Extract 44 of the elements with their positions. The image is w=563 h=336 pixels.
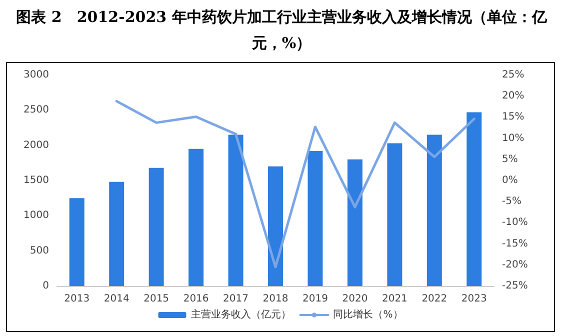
y2-tick-label: 5% [502, 154, 518, 165]
legend-label: 同比增长（%） [333, 308, 403, 320]
y-tick-label: 1500 [24, 175, 49, 186]
x-tick-label: 2013 [64, 294, 90, 304]
bar [188, 148, 204, 286]
bar [347, 159, 362, 286]
y-tick-label: 500 [30, 245, 49, 256]
x-tick-label: 2023 [461, 294, 487, 304]
y-tick-label: 1000 [24, 210, 49, 222]
y-tick-label: 3000 [24, 70, 49, 80]
y-tick-label: 0 [42, 280, 49, 292]
bar [148, 168, 164, 286]
y2-tick-label: 25% [502, 70, 524, 80]
x-tick-label: 2017 [223, 294, 248, 304]
y-tick-label: 2000 [24, 140, 49, 151]
x-tick-label: 2015 [144, 294, 170, 304]
y2-tick-label: -20% [502, 259, 528, 270]
y2-tick-label: 0% [502, 175, 518, 186]
y2-tick-label: -15% [502, 238, 528, 250]
y2-tick-label: 15% [502, 112, 524, 123]
x-tick-label: 2018 [262, 294, 288, 304]
x-tick-label: 2020 [342, 294, 368, 304]
y2-tick-label: 20% [502, 90, 524, 102]
x-tick-label: 2021 [382, 294, 408, 304]
x-tick-label: 2014 [104, 294, 130, 304]
bar [69, 198, 84, 286]
bar [228, 134, 244, 286]
x-tick-label: 2022 [422, 294, 448, 304]
y2-tick-label: -10% [502, 217, 528, 228]
x-tick-label: 2016 [183, 294, 209, 304]
y2-tick-label: -5% [502, 196, 522, 208]
bar [426, 134, 442, 286]
bar [466, 112, 482, 286]
x-tick-label: 2019 [302, 294, 328, 304]
y2-tick-label: 10% [502, 132, 524, 144]
bar [387, 143, 402, 286]
y-tick-label: 2500 [24, 104, 49, 116]
y2-tick-label: -25% [502, 280, 528, 292]
line-series [115, 100, 476, 268]
bar [109, 182, 124, 286]
chart-title: 图表 2 2012-2023 年中药饮片加工行业主营业务收入及增长情况（单位：亿元，%） [15, 7, 548, 54]
bar [308, 150, 323, 286]
bar [268, 166, 283, 286]
legend-label: 主营业务收入（亿元） [191, 308, 292, 320]
